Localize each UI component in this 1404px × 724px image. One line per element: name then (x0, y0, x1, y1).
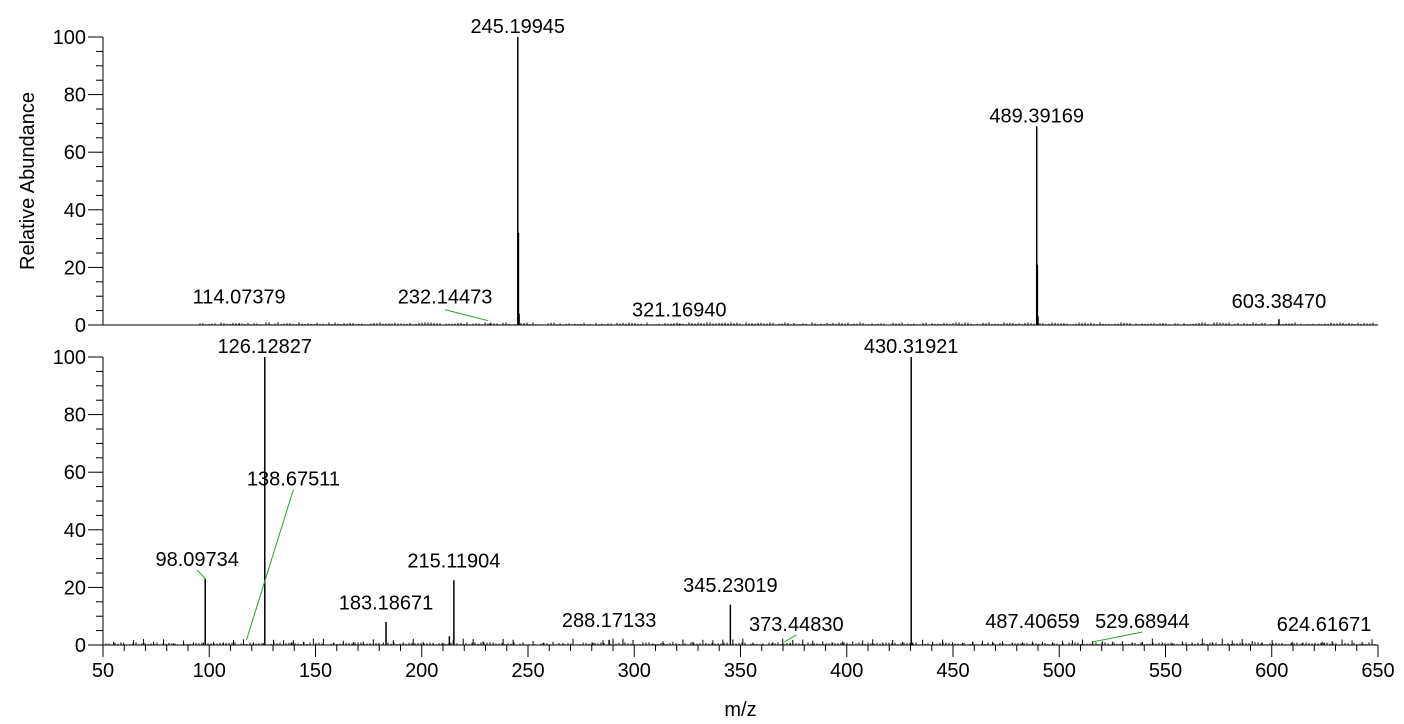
peak-label: 624.61671 (1277, 614, 1372, 636)
x-tick-label: 650 (1361, 660, 1394, 682)
x-tick-label: 350 (724, 660, 757, 682)
y-tick-label: 0 (75, 315, 86, 337)
x-tick-label: 200 (405, 660, 438, 682)
leader-line (196, 569, 206, 580)
x-tick-label: 150 (299, 660, 332, 682)
peak-label: 98.09734 (155, 549, 238, 571)
y-tick-label: 100 (53, 27, 86, 49)
x-tick-label: 300 (618, 660, 651, 682)
peak-label: 345.23019 (683, 575, 778, 597)
x-tick-label: 50 (92, 660, 114, 682)
x-tick-label: 500 (1043, 660, 1076, 682)
y-tick-label: 80 (64, 405, 86, 427)
peak-label: 430.31921 (864, 336, 959, 358)
x-axis-title: m/z (724, 699, 756, 721)
x-tick-label: 100 (193, 660, 226, 682)
x-tick-label: 400 (830, 660, 863, 682)
y-tick-label: 40 (64, 200, 86, 222)
peak-label: 215.11904 (407, 551, 500, 573)
leader-line (784, 634, 797, 643)
peak-label: 529.68944 (1095, 611, 1190, 633)
y-tick-label: 60 (64, 142, 86, 164)
peak-label: 245.19945 (471, 16, 566, 38)
x-tick-label: 250 (511, 660, 544, 682)
y-tick-label: 60 (64, 462, 86, 484)
x-tick-label: 550 (1149, 660, 1182, 682)
y-tick-label: 80 (64, 85, 86, 107)
peak-label: 603.38470 (1232, 291, 1327, 313)
peak-label: 232.14473 (398, 287, 493, 309)
y-tick-label: 20 (64, 257, 86, 279)
peak-label: 183.18671 (339, 592, 434, 614)
x-tick-label: 450 (936, 660, 969, 682)
peak-label: 114.07379 (193, 287, 286, 309)
peak-label: 288.17133 (562, 610, 657, 632)
leader-line (245, 489, 294, 641)
y-tick-label: 0 (75, 635, 86, 657)
peak-label: 138.67511 (247, 468, 340, 490)
peak-label: 321.16940 (632, 300, 727, 322)
peak-label: 126.12827 (217, 336, 312, 358)
leader-line (444, 309, 489, 322)
x-tick-label: 600 (1255, 660, 1288, 682)
y-tick-label: 100 (53, 347, 86, 369)
leader-line (1092, 631, 1143, 643)
peak-label: 489.39169 (989, 105, 1084, 127)
y-tick-label: 40 (64, 520, 86, 542)
peak-label: 373.44830 (749, 614, 844, 636)
y-axis-title: Relative Abundance (17, 92, 39, 270)
y-tick-label: 20 (64, 577, 86, 599)
peak-label: 487.40659 (985, 611, 1080, 633)
